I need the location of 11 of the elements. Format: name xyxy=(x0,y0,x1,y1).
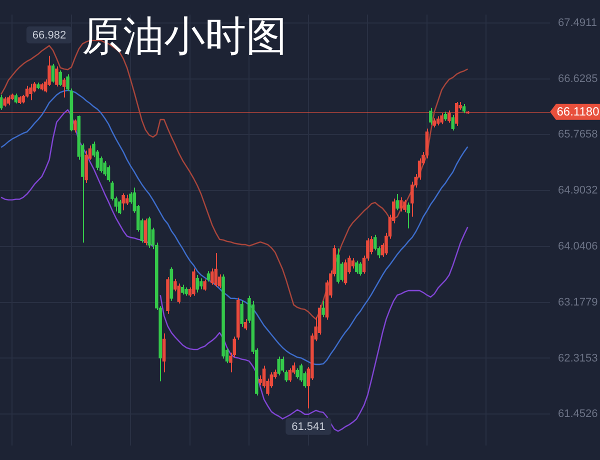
annotation: 66.982 xyxy=(32,29,66,42)
ref-line-label: 66.1180 xyxy=(556,104,600,119)
y-tick-label: 62.3153 xyxy=(558,352,598,364)
y-tick-label: 63.1779 xyxy=(558,296,598,308)
y-tick-label: 61.4526 xyxy=(558,408,598,420)
y-tick-label: 64.9032 xyxy=(558,184,598,197)
y-tick-label: 67.4911 xyxy=(558,16,597,29)
annotation: 61.541 xyxy=(292,420,326,433)
y-tick-label: 65.7658 xyxy=(558,128,598,141)
y-tick-label: 64.0406 xyxy=(558,240,598,253)
y-tick-label: 66.6285 xyxy=(558,72,598,85)
